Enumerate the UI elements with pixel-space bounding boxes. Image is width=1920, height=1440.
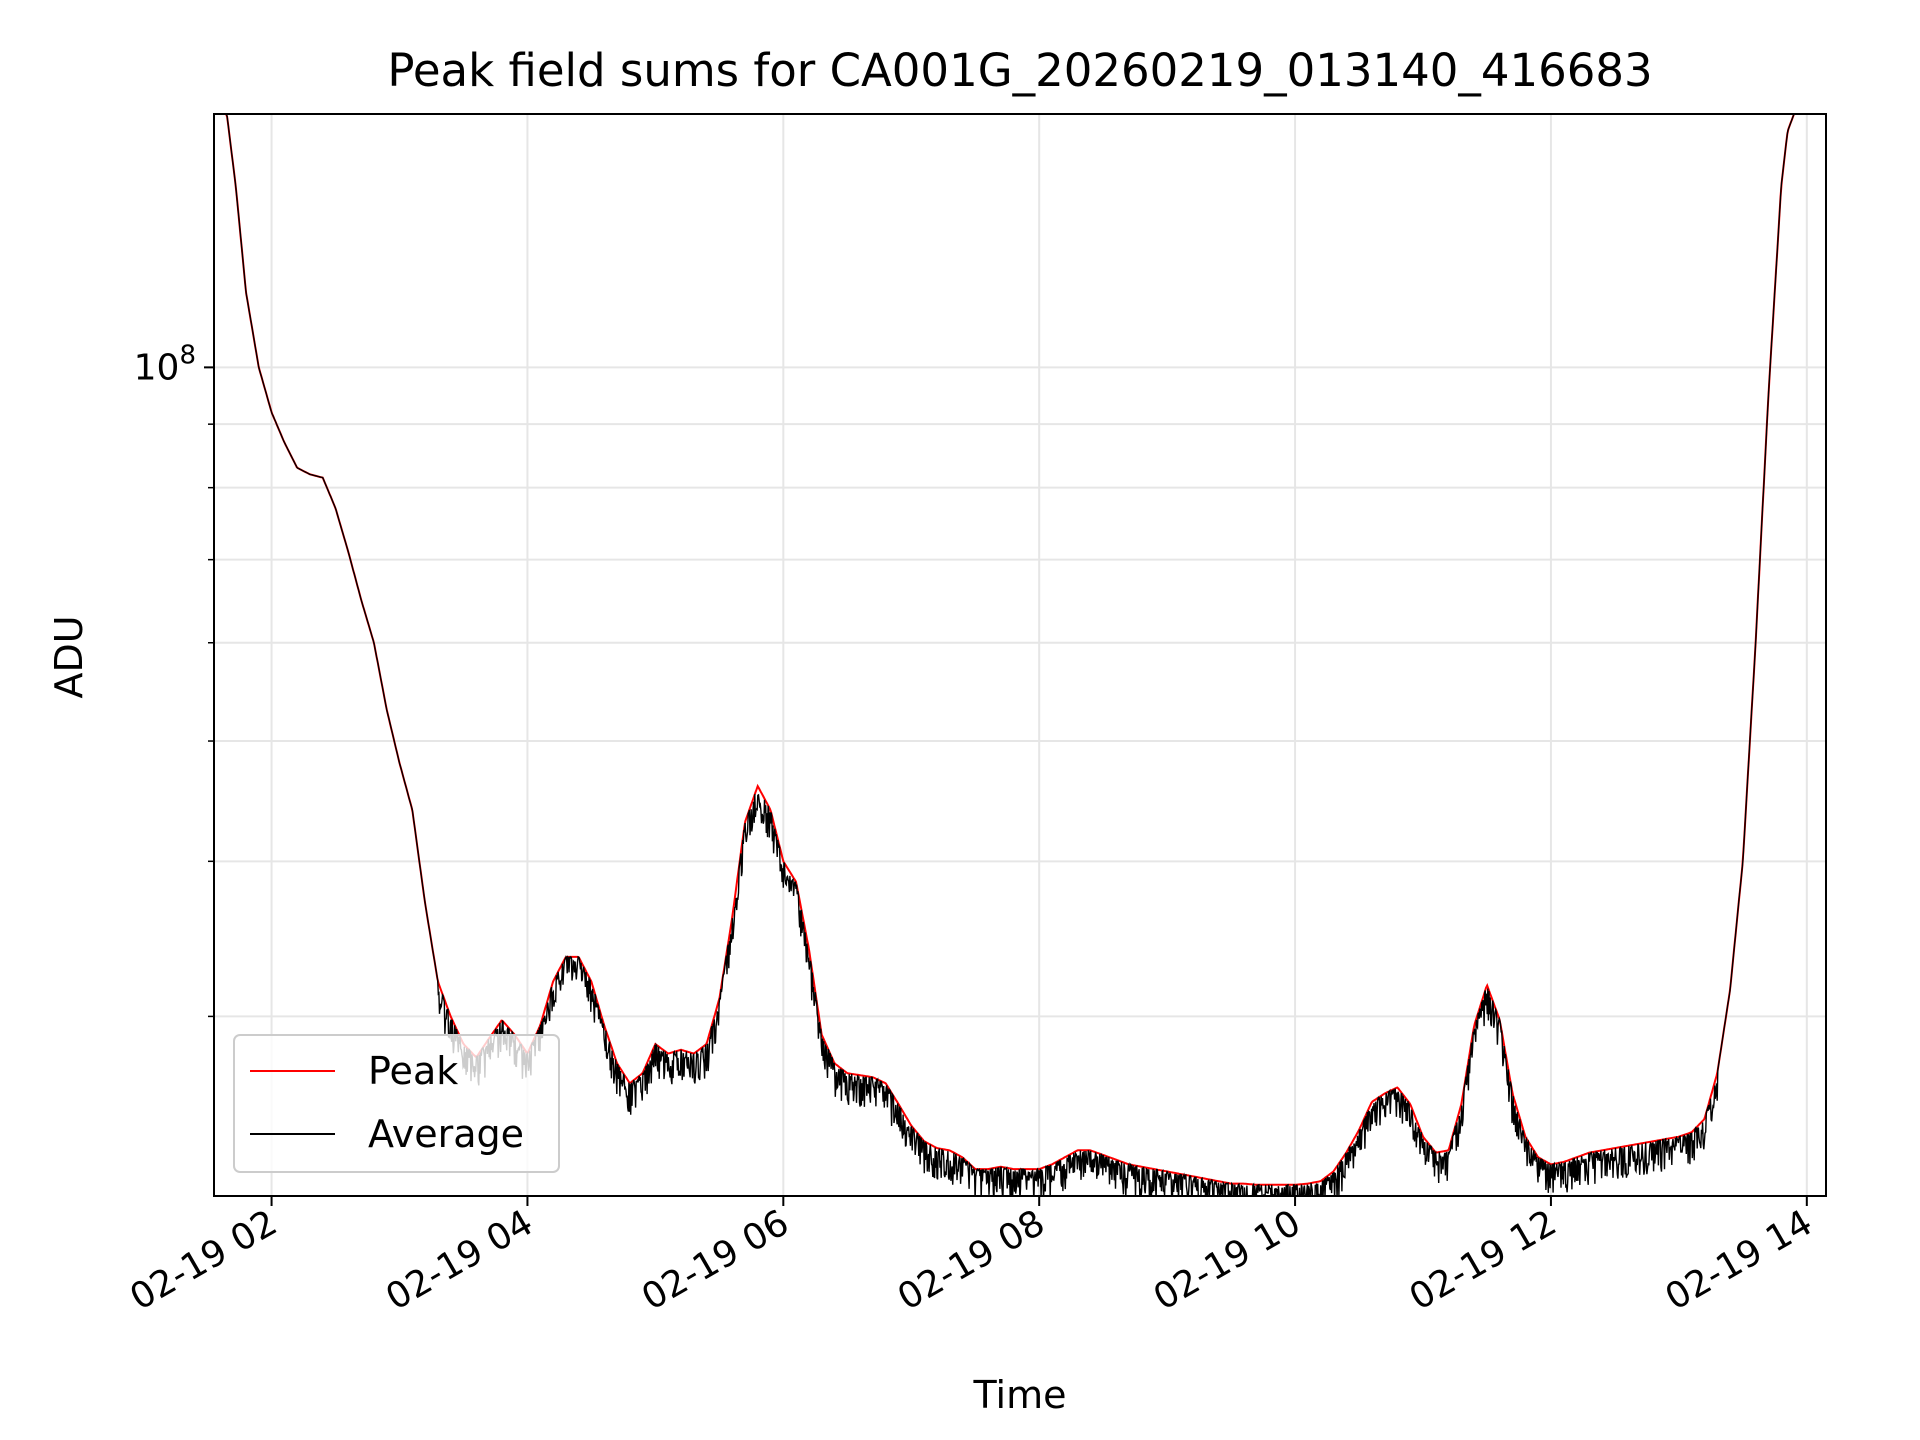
legend: Peak Average [233,1034,560,1173]
x-axis-label: Time [973,1373,1067,1417]
y-tick-label: 108 [134,340,196,388]
legend-box [233,1034,560,1173]
y-axis: 108 [134,340,214,1018]
legend-label-average: Average [368,1112,524,1156]
chart-title: Peak field sums for CA001G_20260219_0131… [387,44,1652,97]
y-axis-label: ADU [47,615,91,698]
legend-label-peak: Peak [368,1049,458,1093]
grid [214,114,1826,1196]
plot-frame [213,113,1827,1197]
